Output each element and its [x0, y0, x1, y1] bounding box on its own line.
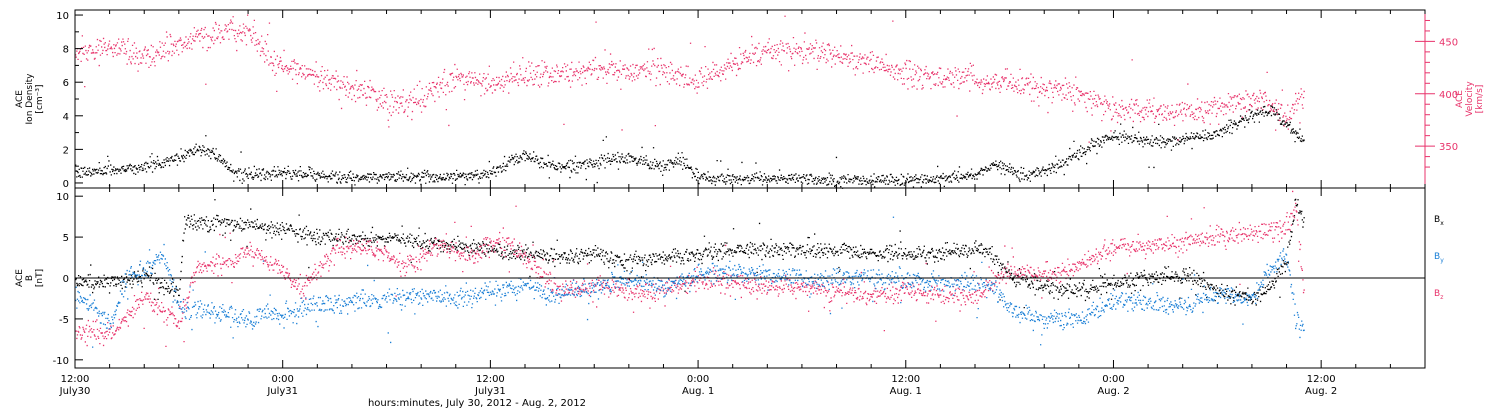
series-bx — [75, 198, 1305, 319]
x-tick-label-date: July30 — [59, 386, 91, 397]
series-bz-points — [75, 190, 1305, 347]
x-tick-label-time: 12:00 — [1307, 374, 1336, 385]
legend-bz-base: B — [1434, 289, 1440, 299]
x-tick-label-time: 0:00 — [1102, 374, 1124, 385]
x-tick-label-time: 12:00 — [61, 374, 90, 385]
top-panel-frame — [74, 9, 1426, 189]
x-tick-label-date: Aug. 2 — [1097, 386, 1129, 397]
series-velocity — [75, 14, 1305, 143]
b-tick-label: 5 — [63, 233, 69, 244]
b-axis-label-line: [nT] — [35, 269, 45, 287]
b-axis-label-line: ACE — [15, 269, 25, 287]
b-tick-label: -10 — [53, 356, 69, 367]
b-tick-label: 0 — [63, 274, 69, 285]
series-bx-points — [75, 198, 1305, 319]
series-density-points — [75, 105, 1305, 189]
density-axis-label: ACEIon Density[cm⁻³] — [15, 73, 45, 125]
legend-by: By — [1434, 252, 1444, 264]
density-tick-label: 0 — [63, 179, 69, 190]
density-axis-label-line: [cm⁻³] — [35, 84, 45, 113]
x-tick-label-time: 0:00 — [687, 374, 709, 385]
series-velocity-points — [75, 14, 1305, 143]
b-tick-label: 10 — [56, 192, 69, 203]
legend-bz: Bz — [1434, 289, 1443, 301]
x-axis-tick-labels: 12:00July300:00July3112:00July310:00Aug.… — [59, 374, 1338, 397]
legend-bx-sub: x — [1440, 220, 1444, 227]
legend-by-sub: y — [1440, 257, 1444, 264]
velocity-axis-label-line: ACE — [1455, 90, 1465, 108]
legend-by-base: B — [1434, 252, 1440, 262]
density-tick-label: 6 — [63, 78, 69, 89]
x-tick-label-date: Aug. 2 — [1305, 386, 1337, 397]
x-tick-label-time: 12:00 — [476, 374, 505, 385]
density-tick-label: 8 — [63, 45, 69, 56]
series-bz — [75, 190, 1305, 347]
density-axis-label-line: ACE — [15, 90, 25, 108]
x-axis-title: hours:minutes, July 30, 2012 - Aug. 2, 2… — [368, 398, 586, 409]
velocity-axis-label: ACEVelocity[km/s] — [1455, 81, 1485, 117]
velocity-tick-label: 350 — [1439, 142, 1458, 153]
legend-bz-sub: z — [1440, 294, 1443, 301]
b-axis-label: ACEB[nT] — [15, 269, 45, 287]
x-tick-label-date: Aug. 1 — [682, 386, 714, 397]
density-tick-label: 10 — [56, 11, 69, 22]
density-tick-label: 2 — [63, 145, 69, 156]
x-tick-label-date: Aug. 1 — [890, 386, 922, 397]
density-tick-label: 4 — [63, 112, 69, 123]
density-axis-label-line: Ion Density — [25, 73, 35, 125]
velocity-axis-label-line: [km/s] — [1475, 85, 1485, 114]
x-tick-label-time: 12:00 — [891, 374, 920, 385]
legend-bx: Bx — [1434, 215, 1444, 227]
velocity-axis-label-line: Velocity — [1465, 81, 1475, 117]
velocity-tick-label: 400 — [1439, 90, 1458, 101]
x-tick-label-date: July31 — [474, 386, 506, 397]
velocity-tick-label: 450 — [1439, 37, 1458, 48]
x-tick-label-time: 0:00 — [271, 374, 293, 385]
legend-bx-base: B — [1434, 215, 1440, 225]
series-density — [75, 105, 1305, 189]
x-tick-label-date: July31 — [266, 386, 298, 397]
b-tick-label: -5 — [59, 315, 69, 326]
b-axis-label-line: B — [25, 275, 35, 281]
